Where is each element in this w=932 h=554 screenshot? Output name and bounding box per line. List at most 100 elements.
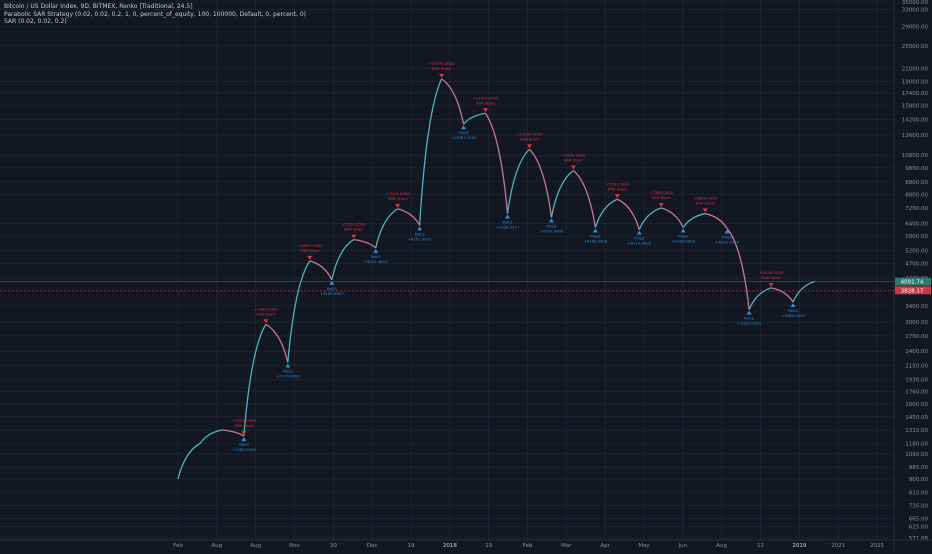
renko-up-segment	[243, 323, 267, 437]
short-entry-label: SAR Short	[696, 201, 716, 206]
x-tick-label: Aug	[250, 543, 261, 549]
long-entry-label: PolLS	[744, 316, 755, 321]
short-entry-value: +7215.5000	[386, 191, 410, 196]
renko-down-segment	[726, 228, 750, 310]
long-entry-label: PolLS	[678, 233, 689, 238]
long-entry-label: PolLS	[590, 233, 601, 238]
short-entry-value: +15077.0000	[472, 95, 499, 100]
x-tick-label: 30	[330, 543, 337, 549]
long-entry-label: PolLS	[634, 236, 645, 241]
symbol-title[interactable]: Bitcoin / US Dollar Index, 9D, BITMEX, R…	[4, 3, 193, 10]
x-tick-label: 2019	[792, 543, 806, 549]
short-entry-value: +6950.0000	[693, 196, 717, 201]
long-entry-value: +6180.0000	[583, 238, 607, 243]
renko-up-segment	[463, 112, 486, 125]
x-tick-label: 2025	[870, 543, 884, 549]
current-price-tag	[895, 286, 931, 295]
y-tick-label: 12600.00	[902, 133, 929, 139]
long-entry-label: PolLS	[459, 130, 470, 135]
renko-down-segment	[309, 260, 333, 281]
y-tick-label: 29000.00	[902, 24, 929, 30]
long-entry-label: PolLS	[546, 223, 557, 228]
y-tick-label: 1930.00	[905, 378, 928, 384]
long-entry-value: +3312.0000	[737, 321, 761, 326]
renko-down-segment	[265, 323, 289, 363]
long-entry-value: +5222.4613	[364, 259, 388, 264]
y-tick-label: 15800.00	[902, 104, 929, 110]
renko-down-segment	[353, 238, 377, 249]
renko-up-segment	[638, 207, 662, 230]
x-tick-label: Dec	[367, 543, 378, 549]
renko-down-segment	[441, 78, 465, 125]
renko-down-segment	[221, 429, 245, 437]
short-entry-value: +7781.0000	[605, 181, 629, 186]
y-tick-label: 2150.00	[905, 363, 928, 369]
long-entry-arrow	[417, 226, 423, 231]
x-tick-label: 12	[757, 543, 764, 549]
long-entry-arrow	[373, 248, 379, 253]
long-entry-value: +2270.0000	[276, 373, 300, 378]
current-price-value: 3828.17	[901, 288, 924, 294]
long-entry-value: +4163.6637	[320, 291, 344, 296]
short-entry-label: SAR Short	[476, 100, 496, 105]
short-entry-arrow	[702, 208, 708, 213]
short-entry-value: +19771.8000	[429, 61, 456, 66]
short-entry-label: SAR Short	[344, 227, 364, 232]
renko-up-segment	[594, 198, 618, 228]
long-entry-label: PolLS	[415, 231, 426, 236]
y-tick-label: 1090.00	[905, 452, 928, 458]
y-tick-label: 5200.00	[905, 248, 928, 254]
x-tick-label: Nov	[289, 543, 300, 549]
short-entry-arrow	[526, 144, 532, 149]
x-tick-label: Feb	[173, 543, 183, 549]
y-tick-label: 8800.00	[905, 180, 928, 186]
strategy-title[interactable]: Parabolic SAR Strategy (0.02, 0.02, 0.2,…	[4, 10, 306, 18]
short-entry-arrow	[263, 319, 269, 324]
x-tick-label: 19	[485, 543, 492, 549]
y-tick-label: 19000.00	[902, 80, 929, 86]
x-tick-label: 2018	[443, 543, 457, 549]
y-tick-label: 10800.00	[902, 153, 929, 159]
y-tick-label: 9800.00	[905, 166, 928, 172]
y-tick-label: 1180.00	[905, 442, 928, 448]
y-tick-label: 985.00	[909, 465, 929, 471]
long-entry-value: +6114.0000	[627, 241, 651, 246]
indicator-title[interactable]: SAR (0.02, 0.02, 0.2)	[4, 18, 67, 25]
long-entry-arrow	[636, 230, 642, 235]
short-entry-label: SAR Short	[762, 275, 782, 280]
long-entry-value: +1260.0000	[232, 447, 256, 452]
y-tick-label: 3000.00	[905, 320, 928, 326]
long-entry-label: PolLS	[283, 368, 294, 373]
short-entry-arrow	[241, 431, 247, 436]
short-entry-value: +11596.0000	[516, 131, 543, 136]
renko-down-segment	[572, 170, 596, 228]
renko-down-segment	[617, 198, 640, 230]
renko-up-segment	[506, 148, 530, 214]
long-entry-arrow	[680, 228, 686, 233]
renko-up-segment	[748, 287, 772, 310]
long-entry-value: +6291.9637	[408, 236, 432, 241]
x-tick-label: 19	[408, 543, 415, 549]
current-price-value: 4091.74	[901, 280, 924, 286]
renko-down-segment	[528, 148, 553, 218]
y-tick-label: 14200.00	[902, 118, 929, 124]
short-entry-label: SAR Short	[432, 66, 452, 71]
renko-down-segment	[484, 112, 509, 214]
x-tick-label: Feb	[523, 543, 533, 549]
long-entry-arrow	[329, 280, 335, 285]
y-tick-label: 665.00	[909, 516, 929, 522]
short-entry-label: SAR Short	[564, 158, 584, 163]
short-entry-arrow	[614, 194, 620, 199]
y-tick-label: 1310.00	[905, 428, 928, 434]
long-entry-label: PolLS	[502, 220, 513, 225]
long-entry-arrow	[504, 214, 510, 219]
short-entry-arrow	[570, 165, 576, 170]
y-tick-label: 6400.00	[905, 221, 928, 227]
short-entry-value: +2933.0000	[254, 306, 278, 311]
long-entry-arrow	[790, 302, 796, 307]
y-tick-label: 35000.00	[902, 0, 929, 6]
short-entry-label: SAR Short	[256, 311, 276, 316]
short-entry-arrow	[307, 255, 313, 260]
